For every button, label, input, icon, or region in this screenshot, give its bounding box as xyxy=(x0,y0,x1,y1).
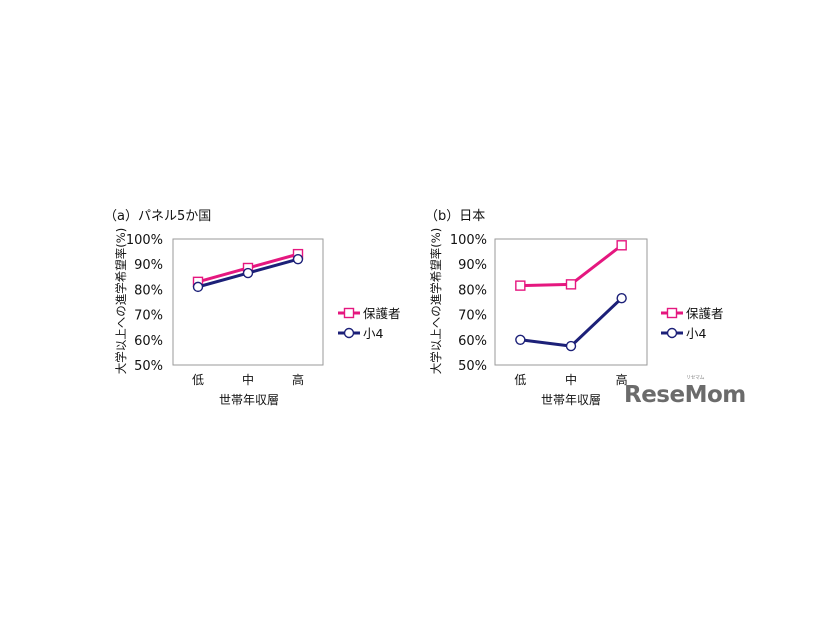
legend-marker-square xyxy=(343,307,355,319)
data-point-circle xyxy=(616,293,627,304)
y-tick-label: 100% xyxy=(126,233,163,248)
data-point-circle xyxy=(292,253,304,265)
y-tick-label: 70% xyxy=(134,309,163,324)
legend-label: 保護者 xyxy=(686,306,724,321)
resemom-logo: ReseMom リセマム xyxy=(624,375,746,408)
y-tick-label: 50% xyxy=(134,359,163,374)
x-tick-label: 中 xyxy=(565,372,577,387)
logo-sup: リセマム xyxy=(686,375,705,381)
y-tick-label: 90% xyxy=(134,258,163,273)
x-tick-label: 高 xyxy=(292,372,304,387)
y-tick-label: 100% xyxy=(450,233,487,248)
data-point-square xyxy=(565,279,577,290)
legend-marker-circle xyxy=(343,327,355,339)
data-point-circle xyxy=(242,267,254,279)
y-tick-label: 80% xyxy=(458,283,487,298)
data-point-circle xyxy=(515,334,526,345)
y-tick-label: 90% xyxy=(458,258,487,273)
chart-title: （b）日本 xyxy=(425,209,485,224)
data-point-circle xyxy=(565,340,577,352)
legend-label: 保護者 xyxy=(363,306,401,321)
y-tick-label: 60% xyxy=(134,334,163,349)
y-tick-label: 50% xyxy=(458,359,487,374)
data-point-square xyxy=(515,280,526,291)
chart-title: （a）パネル5か国 xyxy=(104,209,211,224)
legend-marker-square xyxy=(666,307,678,319)
x-axis-title: 世帯年収層 xyxy=(219,393,279,407)
logo-text: ReseMom xyxy=(624,382,746,408)
data-point-square xyxy=(616,240,627,251)
plot-frame xyxy=(172,238,324,366)
x-tick-label: 低 xyxy=(192,373,204,387)
x-axis-title: 世帯年収層 xyxy=(541,393,601,407)
legend-marker-circle xyxy=(666,327,678,339)
legend-label: 小4 xyxy=(363,326,384,341)
y-tick-label: 60% xyxy=(458,334,487,349)
legend-label: 小4 xyxy=(686,326,707,341)
x-tick-label: 低 xyxy=(514,373,526,387)
y-axis-title: 大学以上への進学希望率(%) xyxy=(429,228,443,374)
x-tick-label: 中 xyxy=(242,372,254,387)
y-axis-title: 大学以上への進学希望率(%) xyxy=(114,228,128,374)
y-tick-label: 80% xyxy=(134,283,163,298)
data-point-circle xyxy=(192,281,204,293)
y-tick-label: 70% xyxy=(458,309,487,324)
series-line xyxy=(520,297,623,348)
plot-frame xyxy=(494,238,648,366)
x-tick-label: 高 xyxy=(616,372,628,387)
